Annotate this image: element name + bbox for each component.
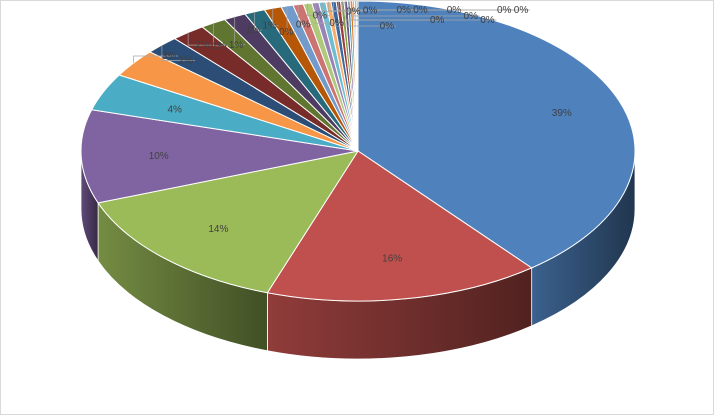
leader-line-13 [286, 6, 296, 33]
data-label-23: 0% [447, 5, 462, 16]
pie-slices [80, 0, 636, 302]
data-label-11: 1% [246, 25, 261, 36]
data-label-13: 0% [279, 27, 294, 38]
data-label-4: 10% [149, 151, 169, 162]
leader-line-11 [254, 11, 262, 31]
leader-line-19 [333, 1, 396, 27]
pie-slice-4 [80, 109, 359, 204]
data-label-17: 0% [346, 6, 361, 17]
data-label-12: 1% [262, 21, 277, 32]
leader-line-8 [187, 32, 212, 46]
leader-line-24 [351, 1, 480, 17]
data-label-6: 3% [162, 51, 177, 62]
leader-line-9 [212, 23, 229, 47]
data-label-15: 0% [313, 10, 328, 21]
leader-line-14 [297, 4, 313, 25]
data-label-25: 0% [480, 15, 495, 26]
data-label-7: 2% [179, 56, 194, 67]
data-label-27: 0% [514, 5, 529, 16]
data-label-10: 1% [229, 40, 244, 51]
data-label-9: 1% [212, 41, 227, 52]
data-label-21: 0% [413, 5, 428, 16]
data-label-18: 0% [363, 5, 378, 16]
pie-slice-2 [266, 150, 533, 302]
leader-line-27 [356, 1, 530, 11]
data-label-26: 0% [497, 5, 512, 16]
data-label-5: 4% [167, 104, 182, 115]
leader-lines [133, 1, 530, 64]
data-label-22: 0% [430, 15, 445, 26]
leader-line-17 [321, 2, 363, 12]
leader-line-7 [161, 45, 195, 61]
data-label-1: 39% [552, 108, 572, 119]
data-label-16: 0% [329, 18, 344, 29]
pie-slice-3 [97, 150, 360, 294]
leader-line-25 [353, 1, 497, 21]
data-label-3: 14% [208, 224, 228, 235]
leader-line-15 [307, 3, 329, 16]
data-label-24: 0% [463, 11, 478, 22]
data-label-20: 0% [396, 5, 411, 16]
data-label-19: 0% [380, 21, 395, 32]
data-labels: 39%16%14%10%4%3% 2%2% 1% 1%1% 1%0%0%0%0%0% 0%… [149, 5, 572, 264]
data-label-8: 2% [195, 40, 210, 51]
leader-line-18 [327, 1, 380, 11]
leader-line-10 [234, 16, 246, 46]
data-label-14: 0% [296, 19, 311, 30]
leader-line-12 [272, 8, 279, 27]
leader-line-16 [314, 2, 346, 24]
leader-line-6 [133, 55, 178, 64]
data-label-2: 16% [382, 253, 402, 264]
